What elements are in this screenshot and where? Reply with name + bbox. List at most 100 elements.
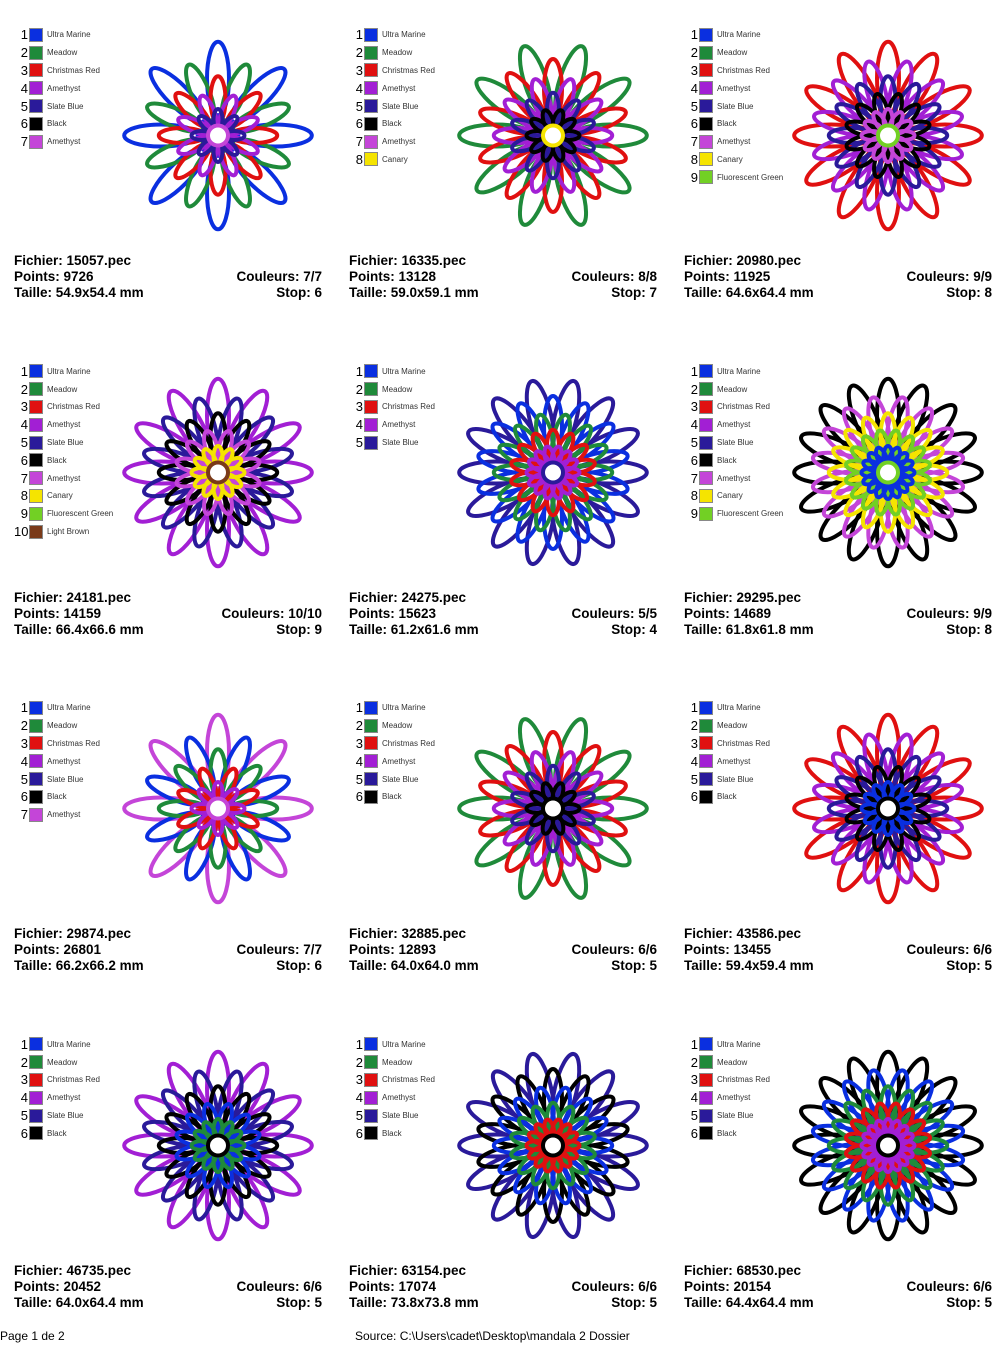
thread-swatch <box>29 1055 43 1070</box>
thread-swatch <box>29 382 43 397</box>
design-card: 1 Ultra Marine 2 Meadow 3 Christmas Red 4 Ameth… <box>335 0 670 336</box>
points-label: Points: <box>14 269 64 284</box>
points-label: Points: <box>349 605 399 621</box>
design-card: 1 Ultra Marine 2 Meadow 3 Christmas Red 4 Ameth… <box>335 673 670 1009</box>
thread-number: 2 <box>20 381 28 397</box>
thread-item: 7 Amethyst <box>349 133 435 151</box>
design-info: Fichier: 29295.pec Points: 14689 Couleurs… <box>684 590 992 638</box>
points-line: Points: 13455 <box>684 942 771 958</box>
thread-swatch <box>364 435 378 450</box>
thread-item: 4 Amethyst <box>349 79 435 97</box>
size-line: Taille: 66.2x66.2 mm <box>14 958 144 974</box>
thread-number: 8 <box>355 151 363 167</box>
size-value: 59.4x59.4 mm <box>725 958 814 973</box>
file-label: Fichier: <box>14 1262 67 1278</box>
points-label: Points: <box>14 605 64 621</box>
thread-name: Black <box>47 792 67 802</box>
stop-value: 5 <box>649 1294 657 1310</box>
thread-name: Christmas Red <box>382 1075 435 1085</box>
design-info: Fichier: 15057.pec Points: 9726 Couleurs:… <box>14 253 322 301</box>
file-line: Fichier: 43586.pec <box>684 926 992 942</box>
file-label: Fichier: <box>684 1262 737 1278</box>
mandala-embroidery-image <box>122 39 314 232</box>
size-label: Taille: <box>14 1294 56 1310</box>
thread-swatch <box>699 382 713 397</box>
thread-item: 4 Amethyst <box>349 416 435 434</box>
thread-number: 1 <box>20 363 28 379</box>
stop-line: Stop: 8 <box>946 285 992 301</box>
thread-name: Fluorescent Green <box>717 172 784 182</box>
stop-line: Stop: 5 <box>611 1295 657 1311</box>
stop-label: Stop: <box>611 285 650 300</box>
thread-item: 6 Black <box>14 451 113 469</box>
thread-number: 4 <box>690 753 698 769</box>
thread-number: 7 <box>20 470 28 486</box>
colors-value: 9/9 <box>973 269 992 284</box>
thread-swatch <box>29 524 43 539</box>
mandala-center <box>876 796 900 821</box>
thread-name: Christmas Red <box>717 65 770 75</box>
thread-name: Black <box>717 455 737 465</box>
thread-number: 5 <box>690 1108 698 1124</box>
points-line: Points: 17074 <box>349 1279 436 1295</box>
points-line: Points: 14159 <box>14 606 101 622</box>
mandala-center <box>876 1133 900 1157</box>
design-card: 1 Ultra Marine 2 Meadow 3 Christmas Red 4 Ameth… <box>0 673 335 1009</box>
thread-item: 2 Meadow <box>684 1053 770 1071</box>
stop-line: Stop: 5 <box>611 958 657 974</box>
thread-name: Christmas Red <box>47 402 100 412</box>
thread-name: Canary <box>382 154 408 164</box>
thread-number: 4 <box>355 1090 363 1106</box>
thread-number: 2 <box>20 1054 28 1070</box>
thread-number: 1 <box>690 27 698 43</box>
stop-label: Stop: <box>611 621 650 637</box>
mandala-center <box>206 1133 230 1157</box>
thread-name: Ultra Marine <box>382 1039 426 1049</box>
thread-name: Ultra Marine <box>47 366 91 376</box>
mandala-petal <box>122 122 200 149</box>
stop-line: Stop: 5 <box>946 958 992 974</box>
stop-line: Stop: 9 <box>276 622 322 638</box>
file-label: Fichier: <box>14 926 67 941</box>
thread-number: 5 <box>355 771 363 787</box>
thread-item: 5 Slate Blue <box>684 1107 770 1125</box>
points-label: Points: <box>349 1278 399 1294</box>
thread-name: Slate Blue <box>47 774 84 784</box>
thread-item: 6 Black <box>684 788 770 806</box>
thread-number: 7 <box>355 134 363 150</box>
thread-legend: 1 Ultra Marine 2 Meadow 3 Christmas Red 4 Ameth… <box>14 699 100 824</box>
thread-name: Meadow <box>382 384 413 394</box>
thread-number: 2 <box>355 718 363 734</box>
design-card: 1 Ultra Marine 2 Meadow 3 Christmas Red 4 Ameth… <box>0 337 335 673</box>
size-line: Taille: 73.8x73.8 mm <box>349 1295 479 1311</box>
thread-item: 3 Christmas Red <box>684 735 770 753</box>
thread-swatch <box>29 1072 43 1087</box>
thread-name: Amethyst <box>382 756 416 766</box>
thread-item: 5 Slate Blue <box>349 434 435 452</box>
mandala-embroidery-image <box>792 1049 984 1241</box>
thread-name: Meadow <box>47 48 78 58</box>
mandala-petal <box>229 66 288 125</box>
thread-name: Christmas Red <box>717 1075 770 1085</box>
thread-swatch <box>29 134 43 149</box>
colors-value: 7/7 <box>303 269 322 284</box>
points-value: 11925 <box>733 269 771 284</box>
thread-swatch <box>699 152 713 167</box>
thread-item: 5 Slate Blue <box>14 97 100 115</box>
thread-swatch <box>699 116 713 131</box>
thread-item: 1 Ultra Marine <box>349 699 435 717</box>
thread-swatch <box>699 1108 713 1123</box>
thread-swatch <box>364 718 378 733</box>
thread-number: 7 <box>690 470 698 486</box>
design-card: 1 Ultra Marine 2 Meadow 3 Christmas Red 4 Ameth… <box>0 0 335 336</box>
thread-number: 2 <box>690 1054 698 1070</box>
thread-item: 4 Amethyst <box>14 752 100 770</box>
colors-label: Couleurs: <box>571 269 639 284</box>
thread-item: 3 Christmas Red <box>684 398 783 416</box>
file-line: Fichier: 29874.pec <box>14 926 322 942</box>
thread-legend: 1 Ultra Marine 2 Meadow 3 Christmas Red 4 Ameth… <box>684 26 784 186</box>
thread-item: 5 Slate Blue <box>349 770 435 788</box>
thread-item: 3 Christmas Red <box>349 62 435 80</box>
stop-label: Stop: <box>276 958 315 973</box>
size-value: 61.8x61.8 mm <box>725 621 814 637</box>
